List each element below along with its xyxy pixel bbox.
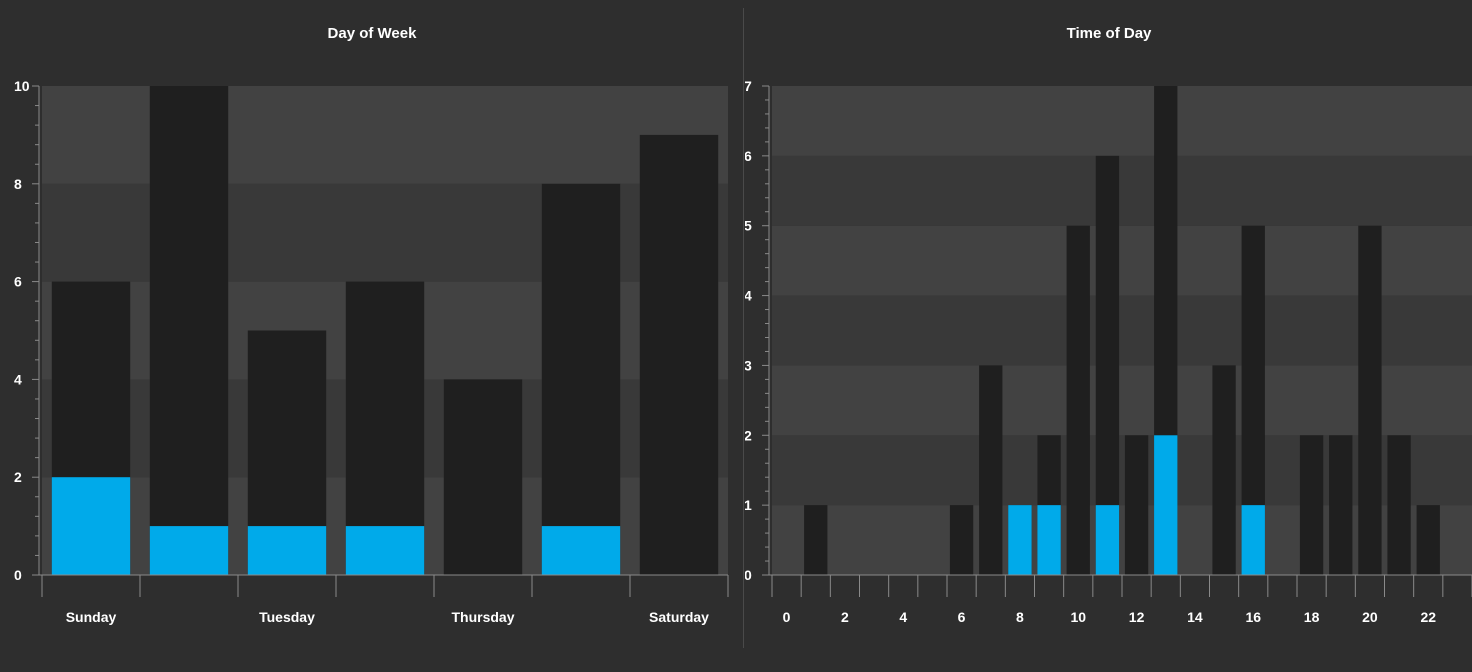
grid-band [772, 365, 1472, 436]
x-tick-label: 12 [1129, 609, 1145, 625]
time-of-day-panel: Time of Day 0 1 2 3 4 5 6 7 0 2 4 6 8 10 12 14 16 18 20 22 [745, 0, 1472, 672]
bar-total-7 [979, 365, 1003, 575]
x-tick-label: 10 [1070, 609, 1086, 625]
bar-total-20 [1358, 225, 1382, 575]
bar-highlight-Wednesday [345, 526, 425, 575]
bar-total-12 [1124, 435, 1149, 575]
bar-total-Saturday [639, 134, 719, 575]
bar-total-16 [1241, 225, 1265, 575]
grid-band [42, 183, 728, 282]
chart-title: Time of Day [1067, 25, 1152, 42]
y-tick-label: 2 [14, 469, 22, 485]
x-tick-label: Tuesday [259, 609, 315, 625]
y-tick-label: 0 [14, 567, 22, 583]
bar-total-11 [1095, 155, 1120, 575]
bar-total-18 [1299, 435, 1324, 575]
bar-highlight-16 [1241, 505, 1265, 575]
x-tick-label: 22 [1420, 609, 1436, 625]
bar-total-15 [1212, 365, 1236, 575]
bar-total-10 [1066, 225, 1090, 575]
y-tick-label: 3 [745, 357, 752, 373]
x-tick-label: 2 [841, 609, 849, 625]
bar-highlight-Monday [149, 526, 229, 575]
x-tick-label: Sunday [66, 609, 117, 625]
grid-band [772, 225, 1472, 296]
x-tick-label: 20 [1362, 609, 1378, 625]
y-tick-label: 5 [745, 218, 752, 234]
grid-band [772, 505, 1472, 575]
grid-band [772, 435, 1472, 506]
x-tick-label: 6 [958, 609, 966, 625]
bar-highlight-Tuesday [247, 526, 327, 575]
y-tick-label: 4 [745, 288, 752, 304]
bar-highlight-9 [1037, 505, 1061, 575]
bar-highlight-8 [1008, 505, 1032, 575]
x-tick-label: 18 [1304, 609, 1320, 625]
chart-title: Day of Week [328, 25, 418, 42]
panel-divider [743, 8, 744, 648]
x-tick-label: 14 [1187, 609, 1203, 625]
x-tick-label: 4 [899, 609, 907, 625]
bar-total-1 [804, 505, 828, 575]
bar-total-19 [1329, 435, 1353, 575]
x-tick-label: Thursday [451, 609, 514, 625]
day-of-week-chart: Day of Week 0 2 4 6 8 10 Sunday Tuesday Thursday S… [14, 25, 729, 625]
bar-highlight-Sunday [51, 477, 131, 575]
bar-total-Monday [149, 86, 229, 575]
y-tick-label: 4 [14, 371, 22, 387]
bar-total-Friday [541, 183, 621, 576]
bar-total-21 [1387, 435, 1411, 575]
grid-band [772, 86, 1472, 156]
y-tick-label: 6 [745, 148, 752, 164]
y-tick-label: 10 [14, 78, 30, 94]
y-tick-label: 6 [14, 274, 22, 290]
bar-total-Thursday [443, 379, 523, 575]
bar-highlight-13 [1154, 435, 1178, 575]
day-of-week-panel: Day of Week 0 2 4 6 8 10 Sunday Tuesday Thursday S… [14, 25, 729, 625]
x-tick-label: 16 [1245, 609, 1261, 625]
y-tick-label: 7 [745, 78, 752, 94]
grid-band [42, 86, 728, 184]
grid-band [772, 295, 1472, 366]
y-tick-label: 1 [745, 497, 752, 513]
bar-highlight-11 [1095, 505, 1120, 575]
grid-band [772, 155, 1472, 226]
bar-total-22 [1416, 505, 1440, 575]
x-tick-label: Saturday [649, 609, 709, 625]
y-tick-label: 2 [745, 427, 752, 443]
y-tick-label: 0 [745, 567, 752, 583]
bar-highlight-Friday [541, 526, 621, 575]
x-tick-label: 8 [1016, 609, 1024, 625]
x-tick-label: 0 [783, 609, 791, 625]
y-tick-label: 8 [14, 176, 22, 192]
bar-total-6 [949, 505, 974, 575]
